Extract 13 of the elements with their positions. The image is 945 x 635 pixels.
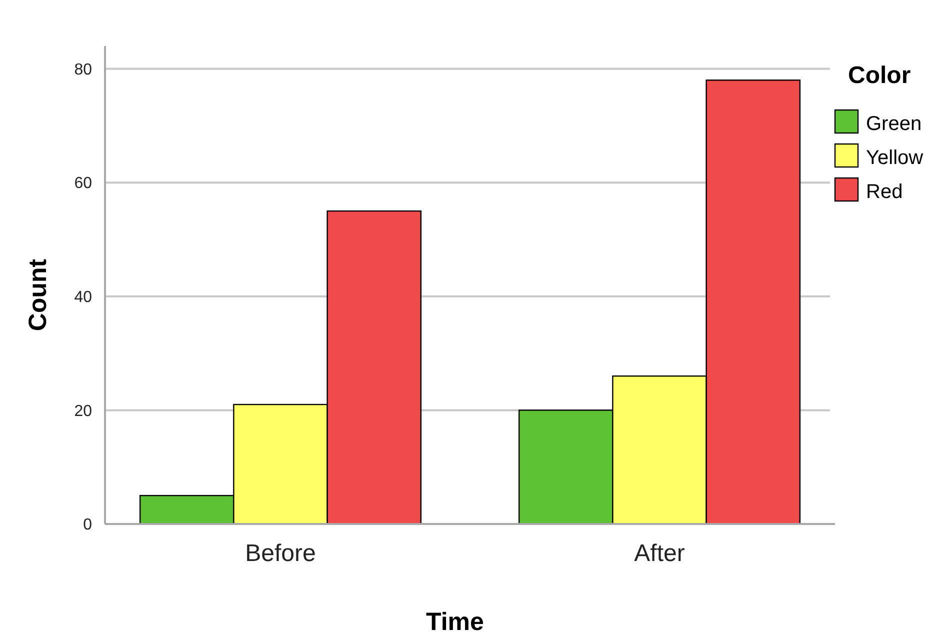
x-tick-label: After bbox=[634, 540, 685, 567]
legend-title: Color bbox=[848, 62, 911, 89]
x-axis-title: Time bbox=[426, 608, 484, 635]
y-tick-label: 40 bbox=[74, 288, 92, 306]
x-tick-label: Before bbox=[245, 540, 316, 567]
y-tick-label: 80 bbox=[74, 61, 92, 78]
legend-label: Red bbox=[866, 181, 903, 203]
y-tick-label: 0 bbox=[83, 516, 92, 534]
legend-label: Green bbox=[866, 113, 922, 135]
y-tick-label: 20 bbox=[74, 402, 92, 420]
y-axis-title: Count bbox=[24, 258, 52, 332]
y-tick-label: 60 bbox=[74, 175, 92, 192]
legend-label: Yellow bbox=[866, 147, 924, 169]
